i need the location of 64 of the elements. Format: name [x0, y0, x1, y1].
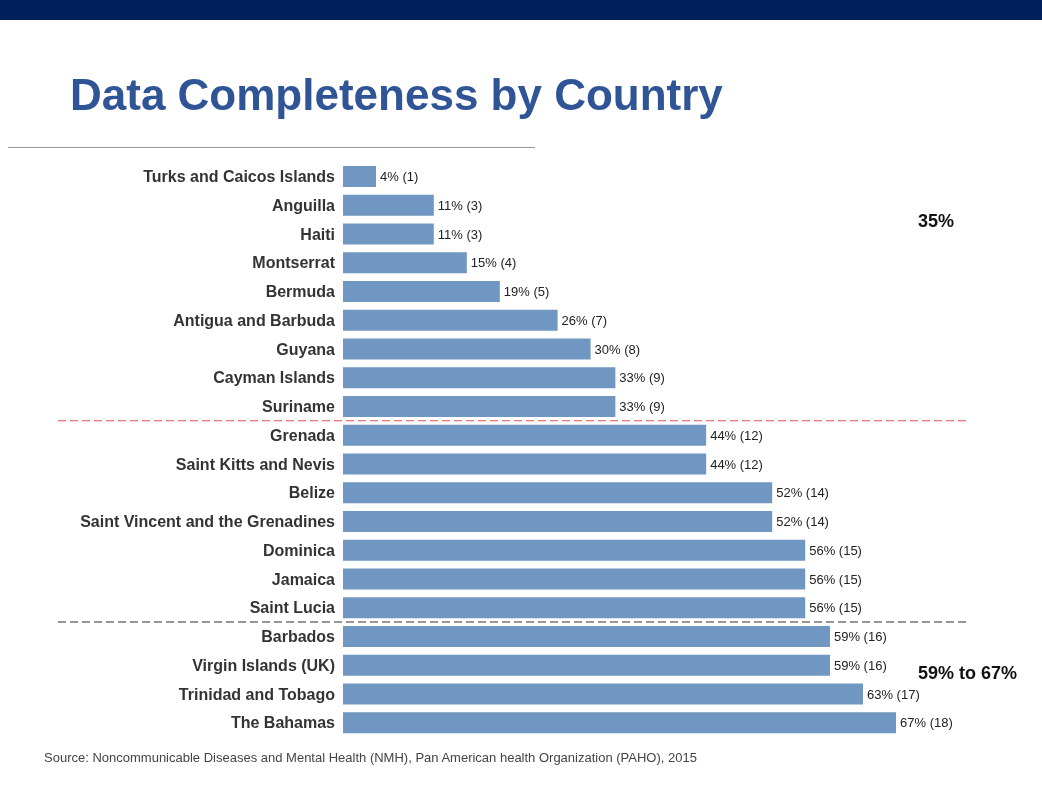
data-label: 33% (9): [619, 399, 665, 415]
y-tick-label: Turks and Caicos Islands: [143, 168, 336, 186]
data-label: 30% (8): [594, 341, 641, 357]
bar: [343, 281, 500, 303]
bar: [343, 166, 377, 188]
y-tick-label: Haiti: [300, 225, 335, 243]
bar: [343, 568, 806, 590]
y-tick-label: Saint Kitts and Nevis: [175, 455, 336, 473]
bar: [343, 252, 467, 274]
data-label: 11% (3): [437, 226, 483, 242]
y-tick-label: Anguilla: [271, 196, 336, 214]
data-label: 56% (15): [809, 542, 862, 558]
y-tick-label: Suriname: [262, 398, 336, 416]
y-tick-label: Belize: [288, 484, 336, 502]
data-label: 52% (14): [776, 514, 829, 530]
text: 59% to 67%: [918, 663, 1018, 684]
bar: [343, 511, 773, 533]
bar: [343, 223, 434, 245]
bar: [343, 453, 707, 475]
bar: [343, 424, 707, 446]
bar: [343, 309, 558, 331]
data-label: 59% (16): [833, 629, 887, 645]
data-label: 67% (18): [900, 715, 953, 731]
data-label: 63% (17): [866, 686, 920, 702]
data-label: 44% (12): [710, 456, 763, 472]
data-label: 11% (3): [437, 197, 483, 213]
y-tick-label: Jamaica: [271, 570, 336, 588]
bar: [343, 396, 616, 418]
bar: [343, 597, 806, 619]
data-label: 56% (15): [809, 571, 862, 587]
y-tick-label: Virgin Islands (UK): [192, 656, 335, 674]
y-tick-label: Saint Vincent and the Grenadines: [80, 513, 336, 531]
data-label: 52% (14): [776, 485, 829, 501]
bar: [343, 683, 863, 705]
y-tick-label: Dominica: [262, 541, 336, 559]
data-label: 19% (5): [503, 284, 550, 300]
bar: [343, 654, 830, 676]
bar: [343, 367, 616, 389]
chart-title: Data Completeness by Country: [70, 70, 723, 120]
data-label: 44% (12): [710, 427, 763, 443]
y-tick-label: Grenada: [270, 426, 336, 444]
y-tick-label: Montserrat: [252, 254, 336, 272]
source-note: Source: Noncommunicable Diseases and Mental Health (NMH), Pan American health Organization (PAHO), 2015: [44, 750, 697, 765]
y-tick-label: Barbados: [261, 628, 336, 646]
bar: [343, 626, 830, 648]
y-tick-label: Guyana: [276, 340, 336, 358]
bar: [343, 482, 773, 504]
text: 35%: [918, 211, 955, 232]
y-tick-label: Trinidad and Tobago: [178, 685, 336, 703]
data-label: 26% (7): [561, 312, 608, 328]
bar: [343, 338, 591, 360]
bar: [343, 539, 806, 561]
y-tick-label: Saint Lucia: [249, 599, 336, 617]
bar: [343, 712, 896, 734]
data-label: 33% (9): [619, 370, 665, 386]
y-tick-label: Antigua and Barbuda: [173, 311, 336, 329]
bar: [343, 194, 434, 216]
data-label: 56% (15): [809, 600, 862, 616]
data-label: 59% (16): [833, 657, 887, 673]
y-tick-label: Bermuda: [265, 283, 336, 301]
data-label: 15% (4): [470, 255, 517, 271]
y-tick-label: Cayman Islands: [213, 369, 336, 387]
data-label: 4% (1): [380, 169, 419, 185]
y-tick-label: The Bahamas: [230, 714, 336, 732]
